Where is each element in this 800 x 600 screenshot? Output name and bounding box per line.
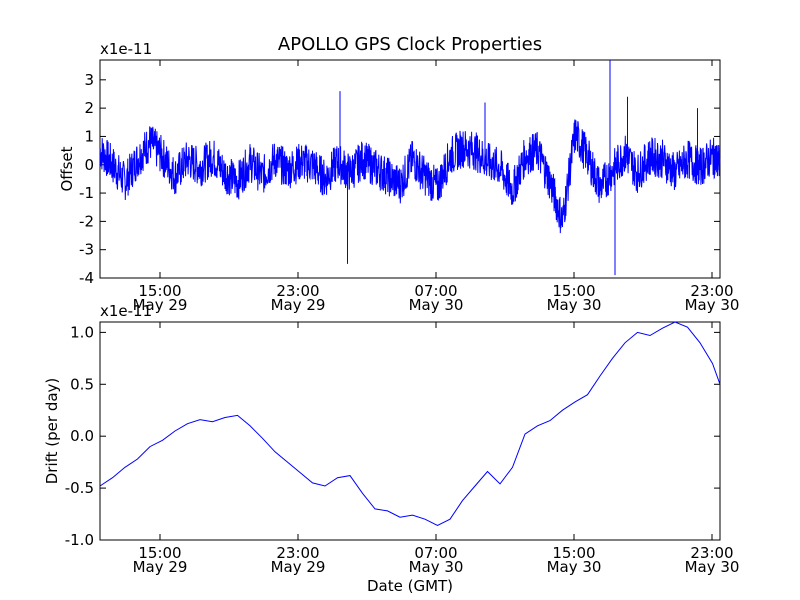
offset-x-tick-date: May 29 [271, 296, 326, 314]
offset-y-ticks: 3 2 1 0 -1 -2 -3 -4 [79, 71, 720, 287]
offset-y-tick-label: 2 [84, 99, 94, 117]
offset-x-tick-date: May 29 [133, 296, 188, 314]
offset-scale-label: x1e-11 [100, 40, 152, 58]
x-axis-label: Date (GMT) [367, 577, 453, 595]
offset-x-tick-time: 15:00 [138, 282, 181, 300]
drift-y-tick-label: 1.0 [70, 323, 94, 341]
drift-series-line [99, 321, 721, 527]
offset-x-tick-time: 23:00 [276, 282, 319, 300]
drift-y-tick-label: -1.0 [65, 531, 94, 549]
drift-x-tick-time: 23:00 [690, 544, 733, 562]
offset-y-tick-label: -2 [79, 212, 94, 230]
drift-x-tick-time: 23:00 [276, 544, 319, 562]
drift-x-tick-date: May 30 [685, 558, 740, 576]
offset-x-tick-date: May 30 [547, 296, 602, 314]
drift-x-tick-date: May 30 [547, 558, 602, 576]
drift-plot-frame [99, 321, 721, 541]
offset-y-tick-label: -1 [79, 184, 94, 202]
drift-y-tick-label: 0.5 [70, 375, 94, 393]
offset-y-axis-label: Offset [58, 146, 76, 191]
drift-y-axis-label: Drift (per day) [43, 378, 61, 485]
drift-y-tick-label: -0.5 [65, 479, 94, 497]
offset-y-tick-label: 1 [84, 127, 94, 145]
offset-y-tick-label: -4 [79, 269, 94, 287]
offset-x-tick-time: 07:00 [414, 282, 457, 300]
offset-y-tick-label: 0 [84, 156, 94, 174]
offset-y-tick-label: 3 [84, 71, 94, 89]
offset-x-tick-date: May 30 [409, 296, 464, 314]
offset-series-line [99, 119, 721, 234]
offset-y-tick-label: -3 [79, 241, 94, 259]
drift-x-tick-time: 07:00 [414, 544, 457, 562]
drift-x-tick-time: 15:00 [552, 544, 595, 562]
drift-x-tick-time: 15:00 [138, 544, 181, 562]
drift-scale-label: x1e-11 [100, 302, 152, 320]
drift-x-tick-date: May 29 [133, 558, 188, 576]
drift-x-tick-date: May 29 [271, 558, 326, 576]
offset-x-tick-date: May 30 [685, 296, 740, 314]
offset-x-tick-time: 15:00 [552, 282, 595, 300]
drift-x-tick-date: May 30 [409, 558, 464, 576]
drift-panel: x1e-11 Drift (per day) 1.0 0.5 0.0 -0.5 -1.0… [43, 302, 739, 576]
drift-y-ticks: 1.0 0.5 0.0 -0.5 -1.0 [65, 323, 720, 549]
offset-x-tick-time: 23:00 [690, 282, 733, 300]
chart-title: APOLLO GPS Clock Properties [278, 34, 542, 55]
drift-y-tick-label: 0.0 [70, 427, 94, 445]
